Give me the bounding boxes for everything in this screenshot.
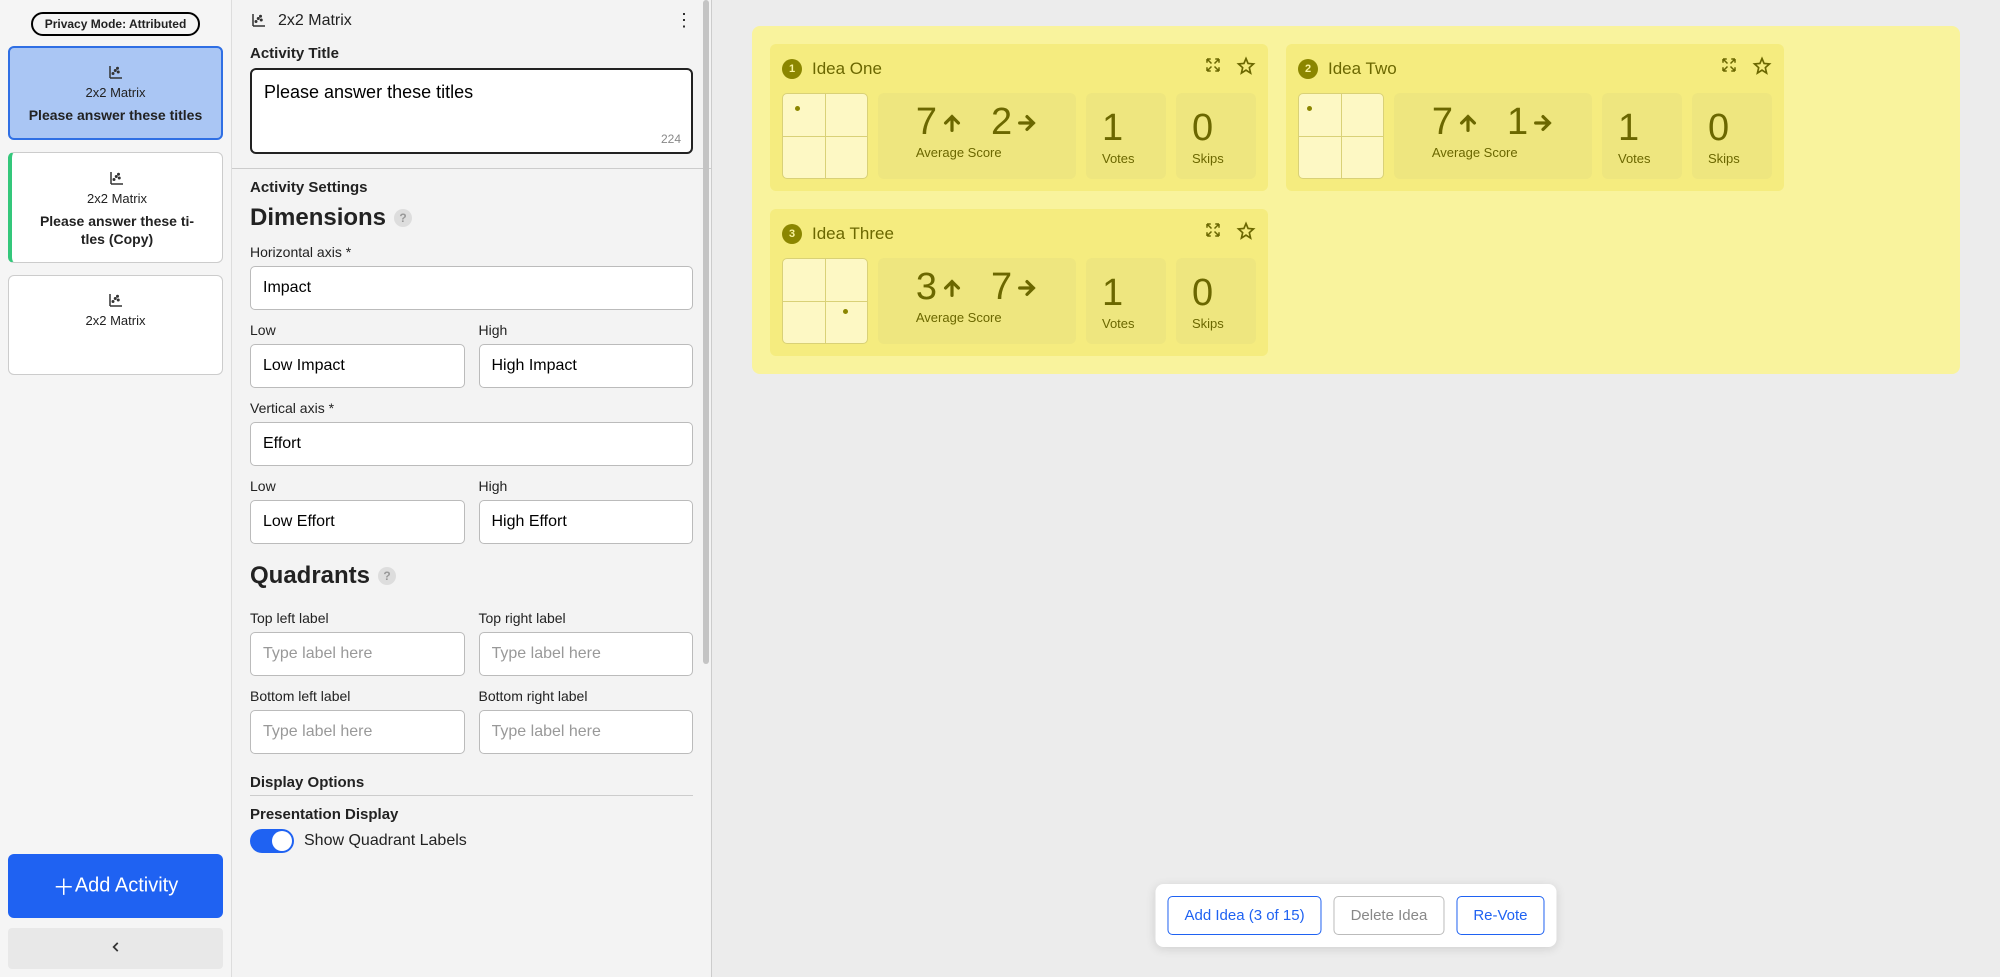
expand-icon[interactable] bbox=[1204, 221, 1222, 246]
star-icon[interactable] bbox=[1752, 56, 1772, 81]
expand-icon[interactable] bbox=[1720, 56, 1738, 81]
settings-header-title: 2x2 Matrix bbox=[278, 12, 665, 30]
average-score-box: 7 1 Average Score bbox=[1394, 93, 1592, 179]
up-arrow-icon bbox=[941, 268, 963, 306]
idea-area: 1 Idea One 7 2 Average Score bbox=[752, 26, 1960, 374]
right-arrow-icon bbox=[1016, 103, 1038, 141]
activity-card[interactable]: 2x2 Matrix Please answer these titles bbox=[8, 46, 223, 140]
votes-box: 1 Votes bbox=[1602, 93, 1682, 179]
activity-card[interactable]: 2x2 Matrix Please answer these ti- tles … bbox=[8, 152, 223, 263]
collapse-sidebar-button[interactable] bbox=[8, 928, 223, 969]
high-label: High bbox=[479, 478, 694, 494]
expand-icon[interactable] bbox=[1204, 56, 1222, 81]
mini-quadrant-preview bbox=[782, 93, 868, 179]
star-icon[interactable] bbox=[1236, 56, 1256, 81]
revote-button[interactable]: Re-Vote bbox=[1456, 896, 1544, 935]
help-icon[interactable]: ? bbox=[394, 209, 412, 227]
v-axis-input[interactable] bbox=[250, 422, 693, 466]
skips-box: 0 Skips bbox=[1176, 258, 1256, 344]
v-high-input[interactable] bbox=[479, 500, 694, 544]
activity-title-input-box[interactable]: Please answer these titles 224 bbox=[250, 68, 693, 154]
tl-label: Top left label bbox=[250, 610, 465, 626]
average-score-box: 7 2 Average Score bbox=[878, 93, 1076, 179]
bl-label: Bottom left label bbox=[250, 688, 465, 704]
v-axis-label: Vertical axis * bbox=[250, 400, 693, 416]
matrix-icon bbox=[22, 167, 212, 186]
activity-title-label: Please answer these titles bbox=[20, 106, 211, 124]
kebab-menu-icon[interactable]: ⋮ bbox=[675, 10, 693, 31]
activity-type-label: 2x2 Matrix bbox=[20, 85, 211, 100]
high-label: High bbox=[479, 322, 694, 338]
skips-box: 0 Skips bbox=[1176, 93, 1256, 179]
low-label: Low bbox=[250, 322, 465, 338]
h-axis-input[interactable] bbox=[250, 266, 693, 310]
dimensions-heading: Dimensions ? bbox=[250, 204, 693, 232]
privacy-mode-badge[interactable]: Privacy Mode: Attributed bbox=[31, 12, 201, 36]
presentation-display-label: Presentation Display bbox=[250, 806, 693, 823]
tl-input[interactable] bbox=[250, 632, 465, 676]
canvas: 1 Idea One 7 2 Average Score bbox=[712, 0, 2000, 977]
activity-title-section-label: Activity Title bbox=[250, 45, 693, 62]
h-low-input[interactable] bbox=[250, 344, 465, 388]
votes-box: 1 Votes bbox=[1086, 93, 1166, 179]
quadrants-heading: Quadrants ? bbox=[250, 562, 693, 590]
activity-card[interactable]: 2x2 Matrix bbox=[8, 275, 223, 375]
right-arrow-icon bbox=[1532, 103, 1554, 141]
sidebar: Privacy Mode: Attributed 2x2 Matrix Plea… bbox=[0, 0, 232, 977]
mini-quadrant-preview bbox=[782, 258, 868, 344]
votes-box: 1 Votes bbox=[1086, 258, 1166, 344]
idea-number: 2 bbox=[1298, 59, 1318, 79]
activity-type-label: 2x2 Matrix bbox=[22, 191, 212, 206]
delete-idea-button[interactable]: Delete Idea bbox=[1334, 896, 1445, 935]
add-activity-button[interactable]: ＋Add Activity bbox=[8, 854, 223, 918]
bl-input[interactable] bbox=[250, 710, 465, 754]
br-input[interactable] bbox=[479, 710, 694, 754]
h-high-input[interactable] bbox=[479, 344, 694, 388]
matrix-icon bbox=[19, 290, 212, 309]
idea-name: Idea Two bbox=[1328, 59, 1710, 79]
idea-number: 1 bbox=[782, 59, 802, 79]
v-low-input[interactable] bbox=[250, 500, 465, 544]
mini-quadrant-preview bbox=[1298, 93, 1384, 179]
activity-list: 2x2 Matrix Please answer these titles 2x… bbox=[8, 46, 223, 844]
idea-name: Idea One bbox=[812, 59, 1194, 79]
activity-settings-label: Activity Settings bbox=[250, 179, 693, 196]
scrollbar[interactable] bbox=[701, 0, 709, 977]
idea-card[interactable]: 2 Idea Two 7 1 Average Score bbox=[1286, 44, 1784, 191]
tr-input[interactable] bbox=[479, 632, 694, 676]
display-options-label: Display Options bbox=[250, 774, 693, 791]
average-score-box: 3 7 Average Score bbox=[878, 258, 1076, 344]
up-arrow-icon bbox=[941, 103, 963, 141]
br-label: Bottom right label bbox=[479, 688, 694, 704]
idea-number: 3 bbox=[782, 224, 802, 244]
toggle-label: Show Quadrant Labels bbox=[304, 832, 467, 850]
star-icon[interactable] bbox=[1236, 221, 1256, 246]
low-label: Low bbox=[250, 478, 465, 494]
tr-label: Top right label bbox=[479, 610, 694, 626]
help-icon[interactable]: ? bbox=[378, 567, 396, 585]
skips-box: 0 Skips bbox=[1692, 93, 1772, 179]
idea-name: Idea Three bbox=[812, 224, 1194, 244]
floating-action-bar: Add Idea (3 of 15) Delete Idea Re-Vote bbox=[1155, 884, 1556, 947]
activity-title-textarea[interactable]: Please answer these titles bbox=[264, 82, 679, 124]
activity-type-label: 2x2 Matrix bbox=[19, 313, 212, 328]
h-axis-label: Horizontal axis * bbox=[250, 244, 693, 260]
add-idea-button[interactable]: Add Idea (3 of 15) bbox=[1167, 896, 1321, 935]
char-count: 224 bbox=[661, 132, 681, 146]
settings-panel: 2x2 Matrix ⋮ Activity Title Please answe… bbox=[232, 0, 712, 977]
activity-title-label: Please answer these ti- tles (Copy) bbox=[22, 212, 212, 248]
matrix-icon bbox=[20, 62, 211, 81]
settings-header: 2x2 Matrix ⋮ bbox=[232, 0, 711, 41]
matrix-icon bbox=[250, 11, 268, 29]
right-arrow-icon bbox=[1016, 268, 1038, 306]
idea-card[interactable]: 1 Idea One 7 2 Average Score bbox=[770, 44, 1268, 191]
up-arrow-icon bbox=[1457, 103, 1479, 141]
show-quadrant-labels-toggle[interactable] bbox=[250, 829, 294, 853]
idea-card[interactable]: 3 Idea Three 3 7 Average Score bbox=[770, 209, 1268, 356]
